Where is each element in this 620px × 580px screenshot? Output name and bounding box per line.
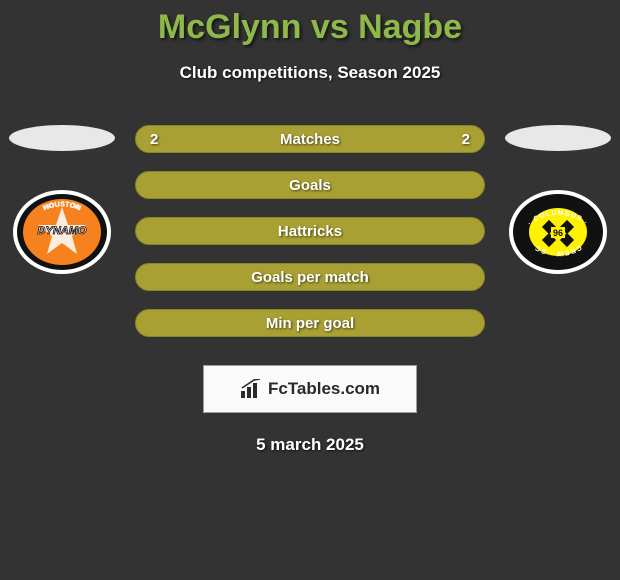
chart-icon bbox=[240, 379, 262, 399]
comparison-row: DYNAMO HOUSTON HOUSTON 2 Matches bbox=[0, 125, 620, 337]
date-text: 5 march 2025 bbox=[0, 435, 620, 455]
watermark: FcTables.com bbox=[203, 365, 417, 413]
watermark-text: FcTables.com bbox=[268, 379, 380, 399]
page-title: McGlynn vs Nagbe bbox=[0, 8, 620, 47]
player-photo-placeholder-right bbox=[505, 125, 611, 151]
svg-text:DYNAMO: DYNAMO bbox=[38, 225, 87, 237]
left-player-col: DYNAMO HOUSTON HOUSTON bbox=[7, 125, 117, 275]
stat-label: Goals per match bbox=[251, 269, 369, 286]
stat-bar-matches: 2 Matches 2 bbox=[135, 125, 485, 153]
stat-bar-goals-per-match: Goals per match bbox=[135, 263, 485, 291]
right-club-badge: · COLUMBUS · CREW · SC 96 bbox=[508, 189, 608, 275]
stat-bar-min-per-goal: Min per goal bbox=[135, 309, 485, 337]
player-photo-placeholder-left bbox=[9, 125, 115, 151]
stat-label: Goals bbox=[289, 177, 331, 194]
stat-bar-goals: Goals bbox=[135, 171, 485, 199]
left-club-badge: DYNAMO HOUSTON HOUSTON bbox=[12, 189, 112, 275]
stat-bar-hattricks: Hattricks bbox=[135, 217, 485, 245]
stat-label: Hattricks bbox=[278, 223, 342, 240]
right-player-col: · COLUMBUS · CREW · SC 96 bbox=[503, 125, 613, 275]
stat-left-value: 2 bbox=[150, 131, 158, 148]
stat-label: Matches bbox=[280, 131, 340, 148]
stat-bars: 2 Matches 2 Goals Hattricks Goals per ma… bbox=[135, 125, 485, 337]
stat-label: Min per goal bbox=[266, 315, 354, 332]
stat-right-value: 2 bbox=[462, 131, 470, 148]
subtitle: Club competitions, Season 2025 bbox=[0, 63, 620, 83]
svg-text:96: 96 bbox=[553, 228, 563, 238]
